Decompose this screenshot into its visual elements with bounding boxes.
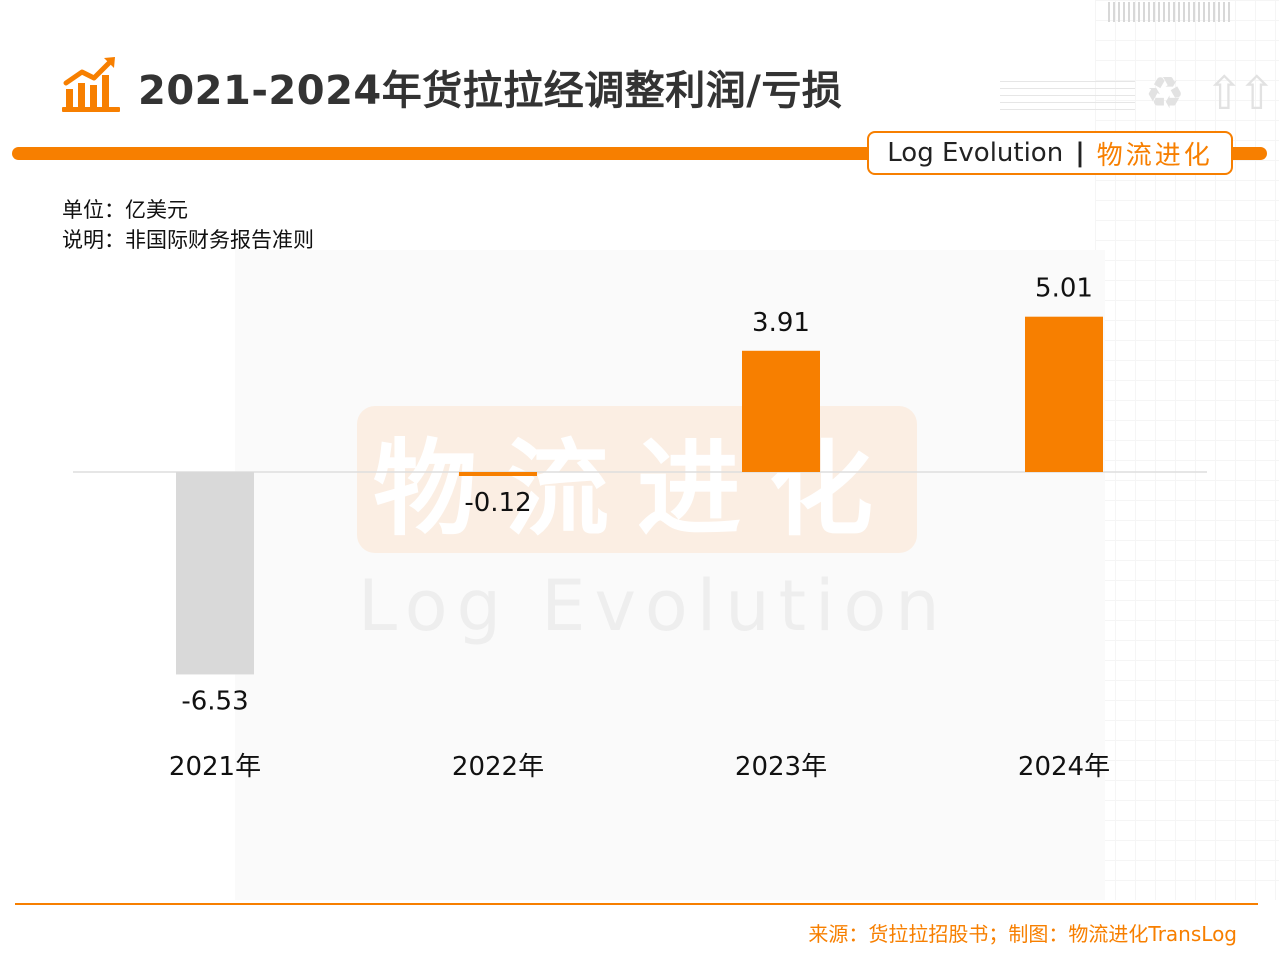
- bar-0: [176, 472, 254, 675]
- data-label-3: 5.01: [1035, 274, 1093, 304]
- category-label-1: 2022年: [452, 752, 544, 782]
- unit-label: 单位：亿美元: [62, 198, 188, 222]
- shipping-label-decoration: [1000, 78, 1135, 110]
- note-label: 说明：非国际财务报告准则: [62, 228, 314, 252]
- data-label-0: -6.53: [181, 686, 248, 716]
- page-title: 2021-2024年货拉拉经调整利润/亏损: [138, 68, 843, 114]
- bar-3: [1025, 316, 1103, 472]
- background-panel: [235, 250, 1105, 900]
- data-label-2: 3.91: [752, 308, 810, 338]
- barcode-decoration: [1108, 2, 1233, 22]
- category-label-3: 2024年: [1018, 752, 1110, 782]
- watermark-cn: 物流进化: [357, 406, 917, 553]
- brand-name-cn: 物流进化: [1096, 140, 1213, 171]
- footer-divider: [15, 903, 1258, 905]
- bar-chart-trend-icon: [62, 57, 120, 112]
- source-note: 来源：货拉拉招股书；制图：物流进化TransLog: [808, 922, 1237, 946]
- brand-name-en: Log Evolution: [887, 138, 1064, 168]
- category-label-0: 2021年: [169, 752, 261, 782]
- bar-1: [459, 472, 537, 476]
- brand-separator: |: [1075, 138, 1085, 168]
- watermark-en: Log Evolution: [358, 565, 949, 647]
- recycle-icon: ♻: [1145, 68, 1185, 119]
- brand-badge: Log Evolution | 物流进化: [867, 131, 1233, 175]
- this-way-up-icon: ⇧⇧: [1205, 66, 1276, 120]
- data-label-1: -0.12: [464, 488, 531, 518]
- category-label-2: 2023年: [735, 752, 827, 782]
- bar-2: [742, 350, 820, 472]
